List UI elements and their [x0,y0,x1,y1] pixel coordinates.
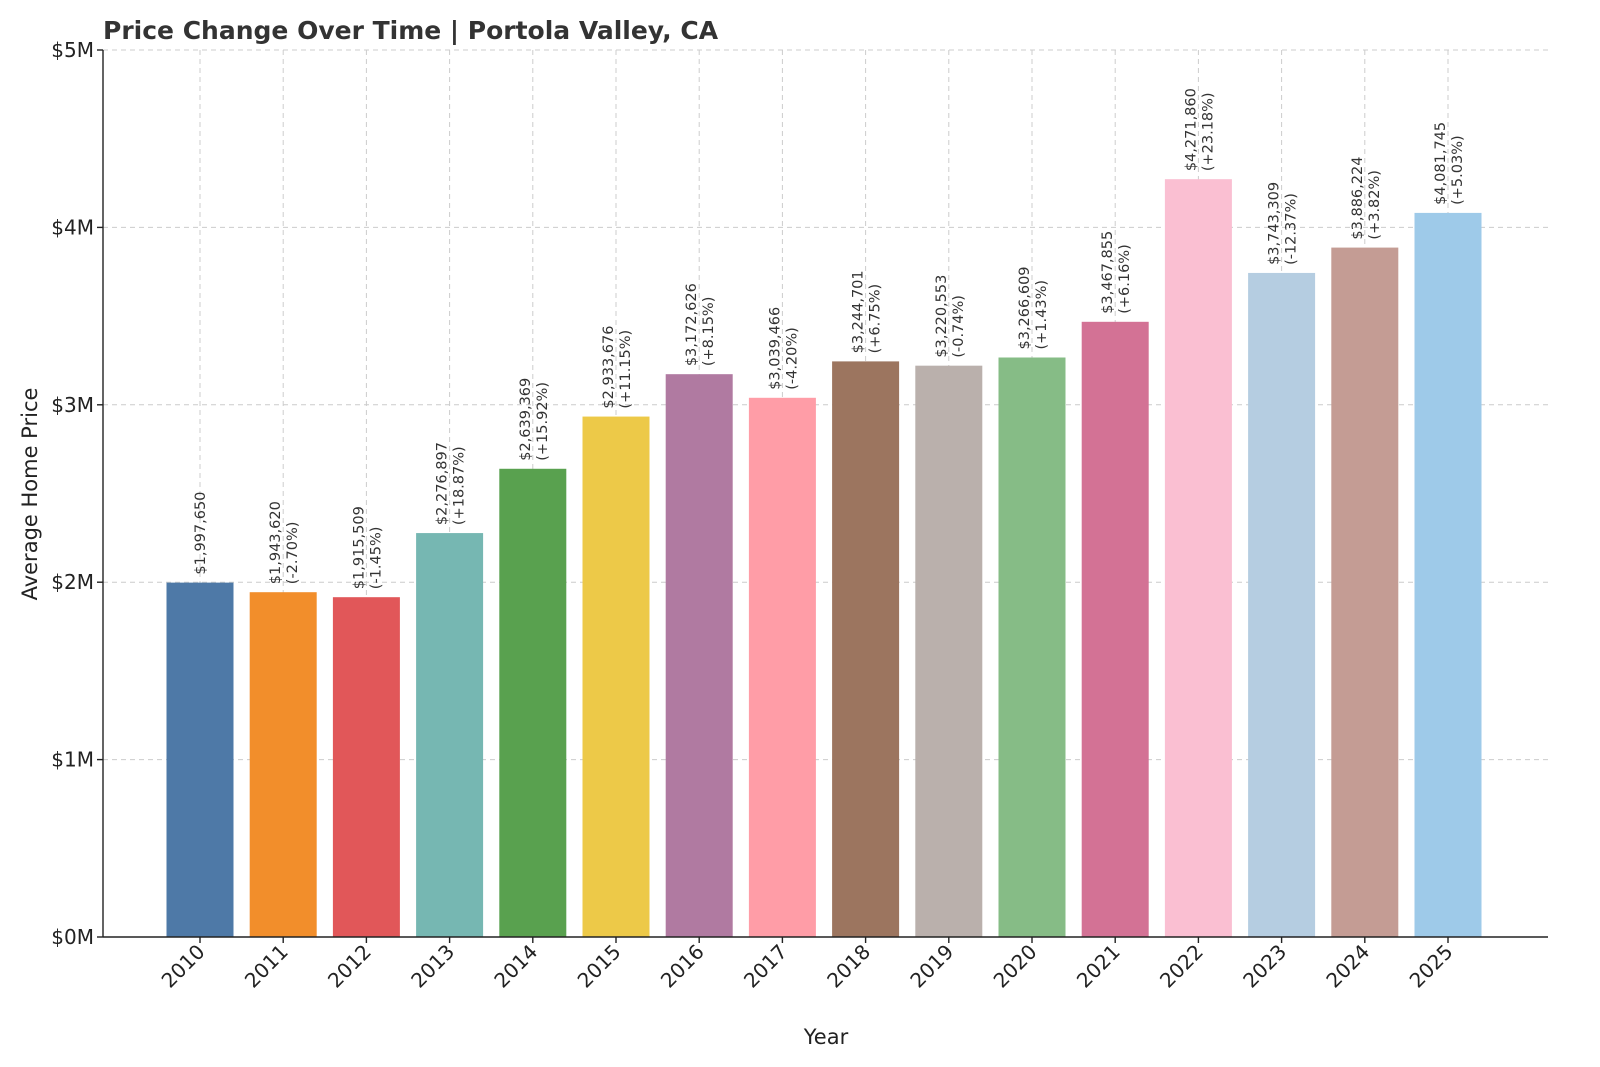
x-tick-label: 2016 [656,940,709,993]
x-tick-label: 2020 [989,940,1042,993]
gridlines [103,49,1548,938]
change-label: (+15.92%) [535,382,551,461]
x-tick-label: 2024 [1321,940,1374,993]
x-tick-labels: 2010 2011 2012 2013 2014 2015 2016 2017 2018 2019… [157,940,1458,993]
data-label-2019: $3,220,553 (-0.74%) [934,275,967,358]
price-label: $1,997,650 [193,492,209,575]
data-label-2017: $3,039,466 (-4.20%) [767,307,800,390]
data-label-2018: $3,244,701 (+6.75%) [851,270,884,353]
chart-title: Price Change Over Time | Portola Valley,… [103,16,719,45]
bar-2015 [582,416,650,937]
y-tick-label: $5M [51,38,94,62]
bar-2012 [332,597,400,937]
x-tick-label: 2019 [905,940,958,993]
x-tick-label: 2017 [739,940,792,993]
x-tick-label: 2018 [822,940,875,993]
data-label-2015: $2,933,676 (+11.15%) [601,326,634,409]
price-label: $3,039,466 [767,307,783,390]
bar-2021 [1081,321,1149,938]
x-tick-label: 2022 [1155,940,1208,993]
price-label: $3,467,855 [1100,231,1116,314]
y-tick-labels: $0M $1M $2M $3M $4M $5M [51,38,94,949]
bar-2020 [998,357,1066,938]
change-label: (+5.03%) [1450,135,1466,205]
x-tick-label: 2023 [1238,940,1291,993]
data-labels: $1,997,650 $1,943,620 (-2.70%) $1,915,509 (-… [193,88,1466,589]
bar-2014 [499,468,567,937]
price-label: $1,915,509 [351,506,367,589]
bar-2017 [748,397,816,938]
price-label: $3,172,626 [684,283,700,366]
data-label-2024: $3,886,224 (+3.82%) [1350,157,1383,240]
price-label: $3,266,609 [1017,266,1033,349]
bar-2011 [249,592,317,937]
data-label-2013: $2,276,897 (+18.87%) [435,442,468,525]
x-tick-label: 2015 [573,940,626,993]
change-label: (-1.45%) [368,527,384,590]
x-tick-label: 2011 [240,940,293,993]
bar-2023 [1248,272,1316,937]
price-label: $3,886,224 [1350,157,1366,240]
data-label-2025: $4,081,745 (+5.03%) [1433,122,1466,205]
bar-2025 [1414,212,1482,937]
bars [166,179,1482,938]
change-label: (+1.43%) [1034,280,1050,350]
change-label: (+18.87%) [452,446,468,525]
x-tick-label: 2025 [1405,940,1458,993]
change-label: (-0.74%) [951,295,967,358]
data-label-2020: $3,266,609 (+1.43%) [1017,266,1050,349]
change-label: (+3.82%) [1367,170,1383,240]
price-label: $4,081,745 [1433,122,1449,205]
price-label: $2,639,369 [518,378,534,461]
data-label-2010: $1,997,650 [193,492,209,575]
y-tick-label: $1M [51,748,94,772]
x-tick-label: 2010 [157,940,210,993]
data-label-2012: $1,915,509 (-1.45%) [351,506,384,589]
bar-2018 [832,361,900,938]
change-label: (+11.15%) [618,330,634,409]
bar-2013 [416,533,484,937]
change-label: (-4.20%) [784,327,800,390]
x-tick-label: 2021 [1072,940,1125,993]
x-tick-label: 2013 [406,940,459,993]
data-label-2016: $3,172,626 (+8.15%) [684,283,717,366]
y-tick-label: $4M [51,215,94,239]
price-label: $3,743,309 [1267,182,1283,265]
x-tick-label: 2014 [489,940,542,993]
change-label: (+23.18%) [1200,92,1216,171]
x-tick-label: 2012 [323,940,376,993]
x-axis-label: Year [803,1025,849,1049]
bar-2024 [1331,247,1399,937]
bar-2022 [1164,179,1232,937]
price-label: $2,933,676 [601,326,617,409]
axes [97,49,1548,943]
change-label: (-12.37%) [1284,193,1300,265]
data-label-2021: $3,467,855 (+6.16%) [1100,231,1133,314]
bar-2019 [915,365,983,937]
price-label: $1,943,620 [268,501,284,584]
price-label: $4,271,860 [1183,88,1199,171]
change-label: (+6.16%) [1117,244,1133,314]
y-tick-label: $2M [51,570,94,594]
change-label: (-2.70%) [285,522,301,585]
price-label: $3,220,553 [934,275,950,358]
price-label: $2,276,897 [435,442,451,525]
change-label: (+8.15%) [701,297,717,367]
y-axis-label: Average Home Price [18,388,42,601]
price-label: $3,244,701 [851,270,867,353]
data-label-2011: $1,943,620 (-2.70%) [268,501,301,584]
data-label-2023: $3,743,309 (-12.37%) [1267,182,1300,265]
bar-2010 [166,582,234,937]
bar-2016 [665,374,733,937]
data-label-2022: $4,271,860 (+23.18%) [1183,88,1216,171]
change-label: (+6.75%) [868,284,884,354]
y-tick-label: $0M [51,925,94,949]
y-tick-label: $3M [51,393,94,417]
data-label-2014: $2,639,369 (+15.92%) [518,378,551,461]
